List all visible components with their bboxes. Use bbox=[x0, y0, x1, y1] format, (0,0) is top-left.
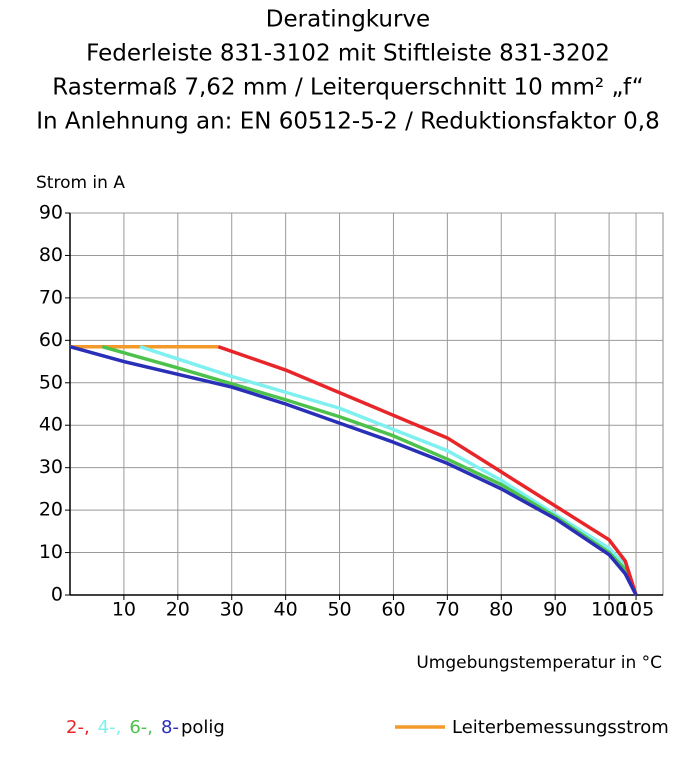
chart-title: Deratingkurve bbox=[266, 7, 430, 33]
y-tick-label: 0 bbox=[51, 584, 63, 606]
chart-title: In Anlehnung an: EN 60512-5-2 / Reduktio… bbox=[36, 109, 660, 135]
x-tick-label: 105 bbox=[618, 599, 654, 621]
chart-title: Federleiste 831-3102 mit Stiftleiste 831… bbox=[86, 41, 610, 67]
x-tick-label: 60 bbox=[381, 599, 405, 621]
data-line bbox=[139, 345, 638, 596]
y-tick-label: 20 bbox=[39, 499, 63, 521]
x-tick-label: 40 bbox=[274, 599, 298, 621]
y-tick-label: 80 bbox=[39, 244, 63, 266]
y-tick-label: 90 bbox=[39, 202, 63, 224]
y-axis-label: Strom in A bbox=[36, 173, 125, 193]
y-tick-label: 10 bbox=[39, 541, 63, 563]
x-tick-label: 80 bbox=[489, 599, 513, 621]
y-tick-label: 70 bbox=[39, 286, 63, 308]
y-tick-label: 50 bbox=[39, 371, 63, 393]
y-tick-label: 60 bbox=[39, 329, 63, 351]
data-line bbox=[217, 345, 638, 596]
legend-label: 6-, bbox=[129, 717, 153, 738]
x-tick-label: 50 bbox=[327, 599, 351, 621]
data-line bbox=[69, 345, 638, 596]
chart-title: Rastermaß 7,62 mm / Leiterquerschnitt 10… bbox=[52, 75, 643, 101]
legend-label: 4-, bbox=[98, 717, 122, 738]
legend-label: 8- bbox=[161, 717, 179, 738]
x-tick-label: 10 bbox=[112, 599, 136, 621]
x-tick-label: 30 bbox=[220, 599, 244, 621]
legend-label: polig bbox=[181, 717, 225, 738]
y-tick-label: 30 bbox=[39, 456, 63, 478]
x-tick-label: 20 bbox=[166, 599, 190, 621]
x-axis-label: Umgebungstemperatur in °C bbox=[416, 653, 662, 673]
x-tick-label: 100 bbox=[591, 599, 627, 621]
legend-label: Leiterbemessungsstrom bbox=[452, 717, 669, 738]
x-tick-label: 90 bbox=[543, 599, 567, 621]
legend-label: 2-, bbox=[66, 717, 90, 738]
data-line bbox=[101, 345, 638, 596]
x-tick-label: 70 bbox=[435, 599, 459, 621]
y-tick-label: 40 bbox=[39, 414, 63, 436]
